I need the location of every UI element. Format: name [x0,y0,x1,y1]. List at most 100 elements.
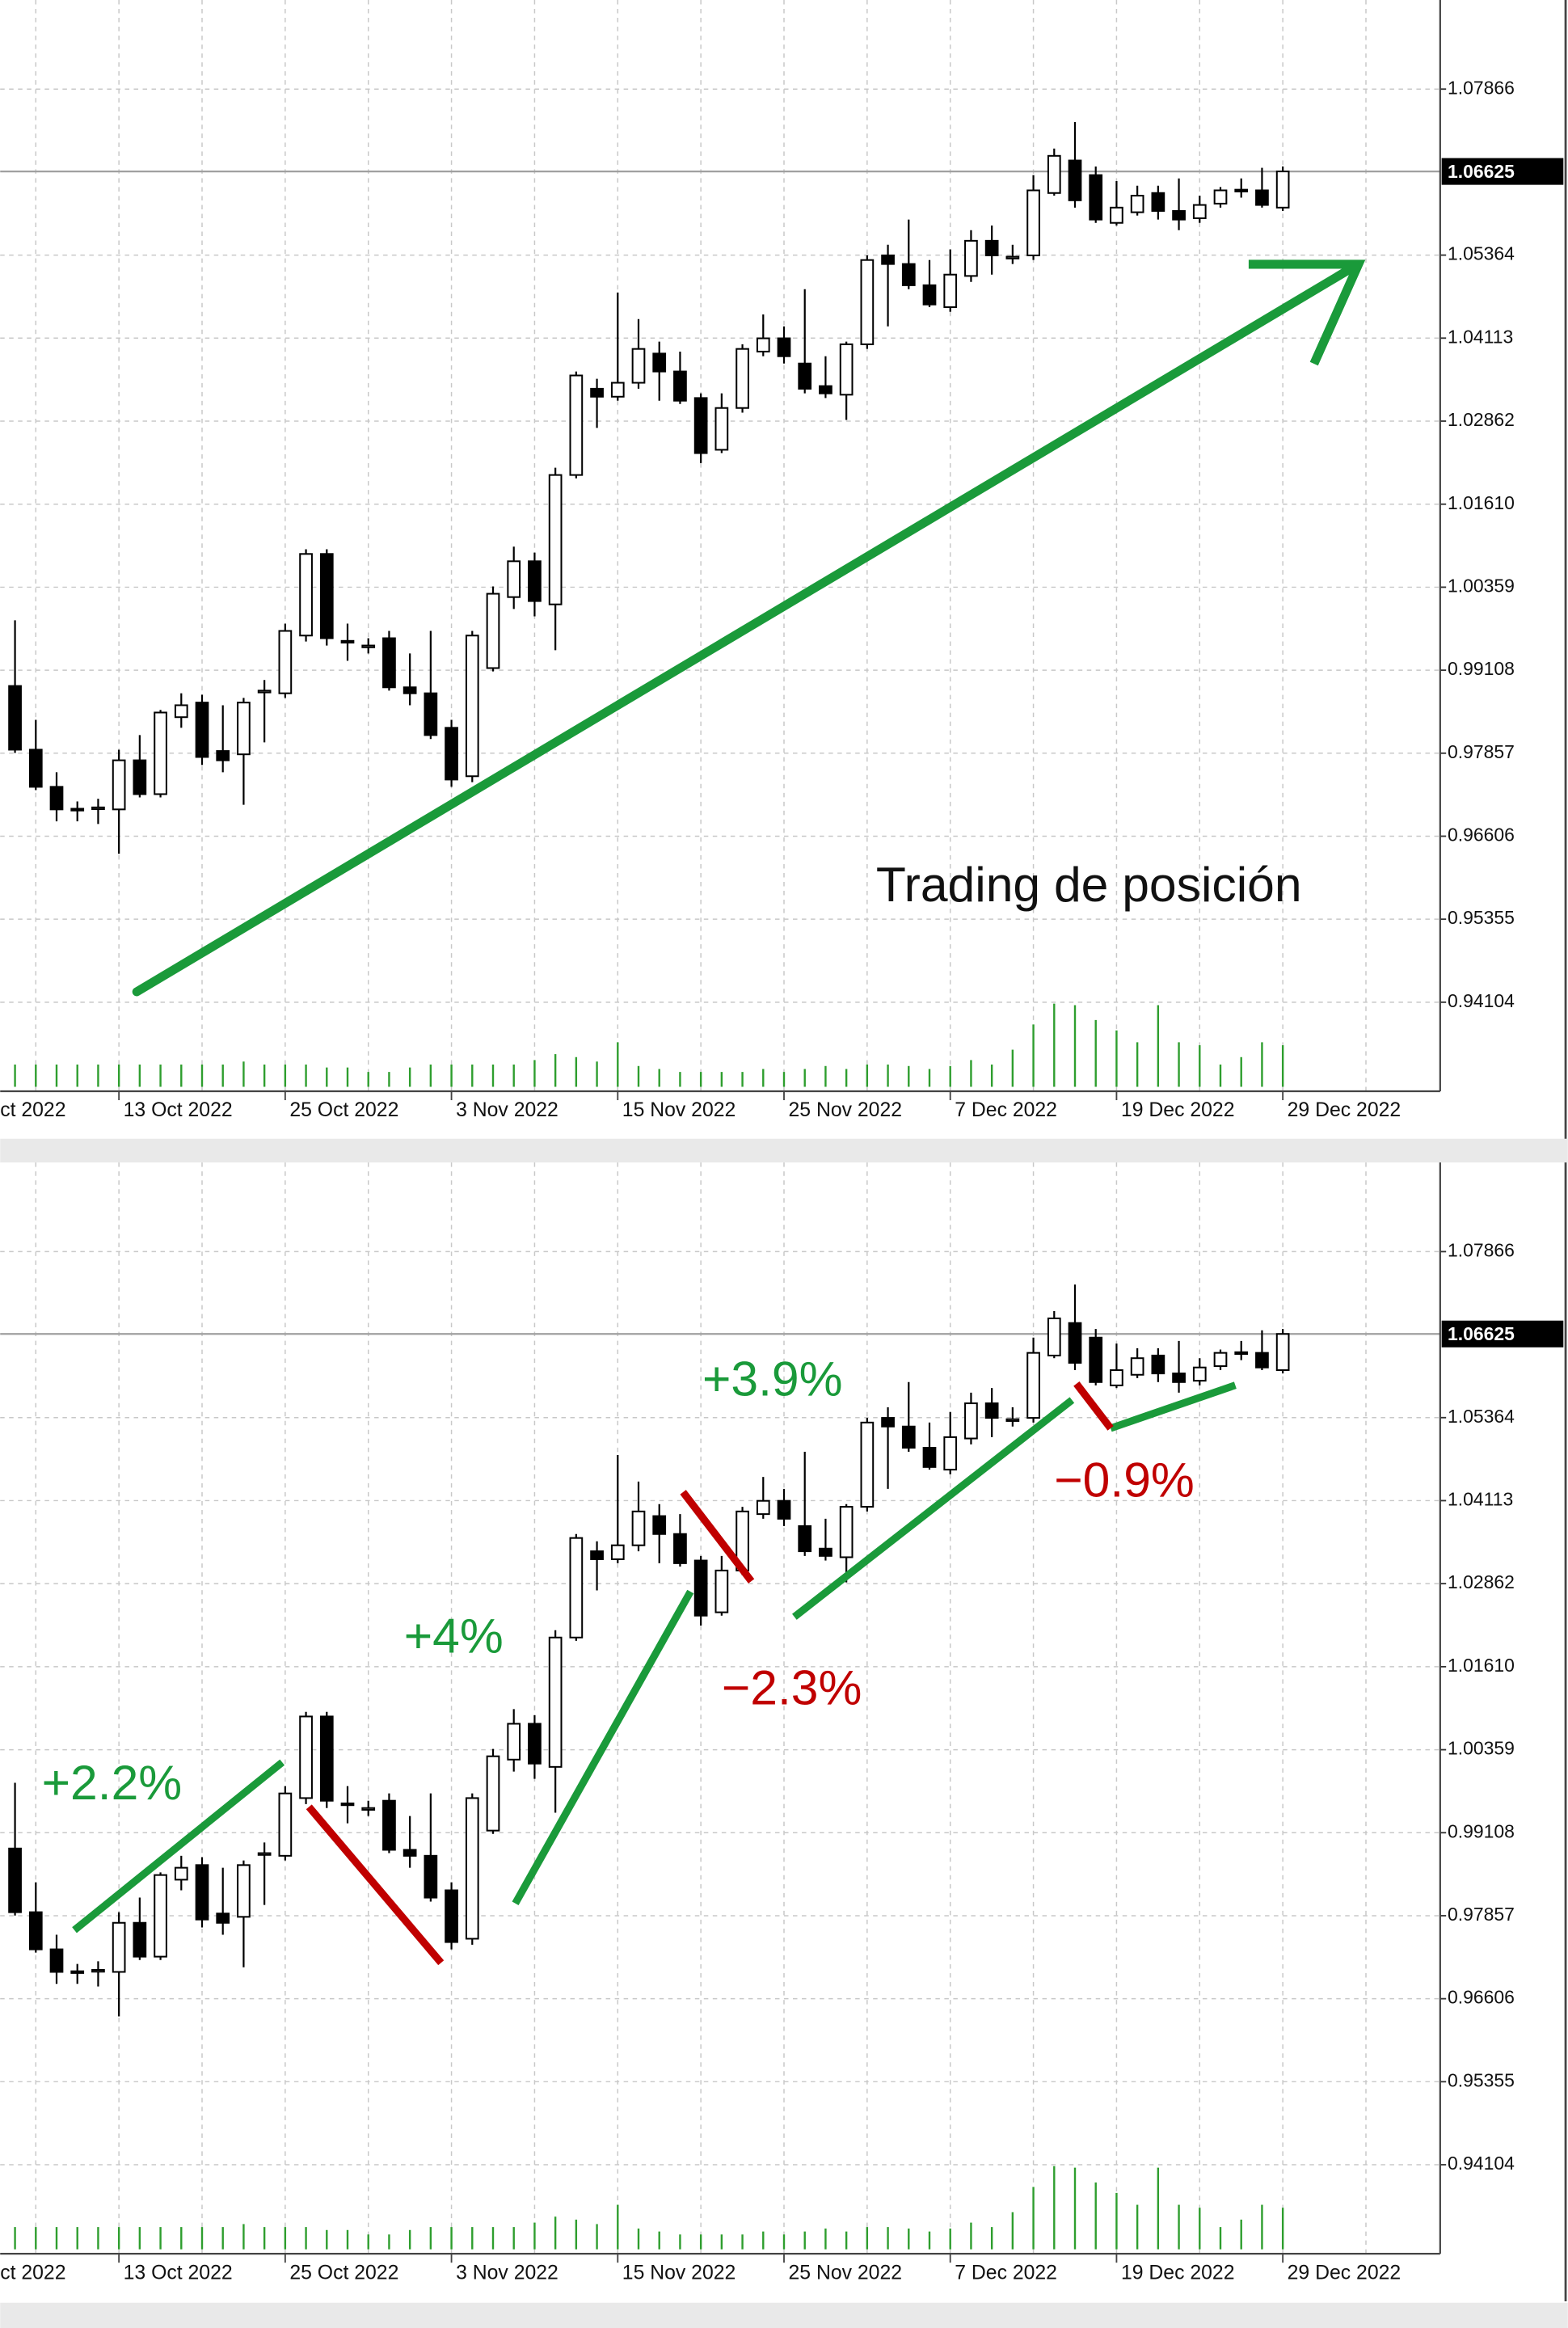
swing-label: +3.9% [702,1352,843,1406]
candle-body [1151,1354,1165,1375]
y-tick-label: 0.95355 [1448,2069,1515,2090]
y-tick-label: 0.94104 [1448,2153,1515,2174]
candle-body [216,750,230,761]
candle-body [901,263,916,286]
y-tick-label: 1.00359 [1448,575,1515,596]
candle-body [486,1755,500,1832]
candle-body [819,385,832,394]
candle-body [964,1402,978,1440]
y-tick-label: 1.01610 [1448,492,1515,513]
candle-body [195,702,209,758]
candle-body [91,806,105,811]
candle-body [1234,1351,1249,1356]
candle-body [673,370,687,402]
candle-body [943,273,958,308]
candle-body [465,635,479,778]
candle-body [1089,174,1103,221]
y-tick-label: 0.96606 [1448,1987,1515,2008]
y-tick-label: 1.04113 [1448,1489,1513,1510]
x-tick-label: 3 Nov 2022 [456,1099,558,1121]
bottom-strip [0,2302,1568,2328]
candle-body [340,1802,355,1807]
candle-body [28,1911,43,1951]
candle-body [881,254,895,265]
candle-body [49,786,64,811]
candle-body [1192,204,1207,219]
last-price-label: 1.06625 [1448,1323,1515,1344]
candle-body [548,474,563,605]
candle-body [590,387,604,398]
candle-body [112,759,126,811]
x-tick-label: 15 Nov 2022 [622,1099,736,1121]
arrow-head [1248,259,1366,366]
candle-body [569,1537,584,1638]
candle-body [424,1854,438,1899]
candle-body [424,692,438,736]
y-tick-label: 0.97857 [1448,1904,1515,1925]
swing-line [512,1589,694,1905]
candle-body [154,711,167,795]
candle-body [964,239,978,277]
candle-body [736,348,749,409]
candle-body [1213,1352,1228,1368]
swing-line [1073,1381,1114,1431]
candle-body [610,1544,625,1560]
candle-body [1192,1366,1207,1382]
candle-body [1255,1352,1269,1369]
candle-body [133,1921,147,1958]
candle-body [798,362,812,390]
candle-body [1068,159,1082,201]
candle-body [382,1799,396,1851]
candle-body [1089,1336,1103,1383]
candle-body [49,1948,64,1973]
candle-body [70,808,85,812]
candle-body [798,1525,812,1553]
candle-body [1130,1357,1144,1376]
candle-body [1005,1418,1020,1422]
swing-label: −2.3% [722,1660,862,1715]
candle-body [839,343,854,396]
candle-body [237,702,251,756]
candle-body [278,1792,293,1857]
candle-body [756,337,770,352]
last-price-box [1441,158,1564,185]
candle-body [70,1970,85,1974]
candle-body [860,1421,875,1508]
candle-body [756,1499,770,1516]
candle-body [1130,195,1144,213]
candle-body [1110,206,1123,224]
y-tick-label: 0.96606 [1448,824,1515,846]
candle-body [1255,189,1269,206]
x-tick-label: 25 Nov 2022 [789,2262,903,2284]
x-tick-label: 3 Nov 2022 [456,2262,558,2284]
candle-body [631,348,646,384]
swing-line [72,1759,285,1934]
candle-body [590,1550,604,1560]
candle-body [901,1425,916,1449]
candle-body [819,1547,832,1557]
x-tick-label: 15 Nov 2022 [622,2262,736,2284]
x-tick-label: 13 Oct 2022 [124,2262,233,2284]
candle-body [1234,188,1249,192]
candle-body [652,352,667,373]
candle-body [569,374,584,476]
candle-body [714,1569,729,1613]
x-tick-label: ct 2022 [0,2262,65,2284]
x-tick-label: 25 Oct 2022 [289,2262,398,2284]
swing-line [1109,1381,1237,1432]
x-tick-label: 25 Nov 2022 [789,1099,903,1121]
x-tick-label: 7 Dec 2022 [955,1099,1057,1121]
candle-body [507,1723,521,1761]
candle-body [1005,255,1020,259]
candle-body [299,553,313,637]
candle-body [652,1515,667,1535]
candle-body [1172,1373,1186,1383]
candle-body [445,727,458,781]
candle-body [1026,1352,1040,1419]
candle-body [403,686,417,694]
candle-body [548,1636,563,1768]
candle-body [195,1864,209,1921]
x-tick-label: 19 Dec 2022 [1121,1099,1235,1121]
y-tick-label: 1.01610 [1448,1655,1515,1676]
last-price-label: 1.06625 [1448,161,1515,182]
